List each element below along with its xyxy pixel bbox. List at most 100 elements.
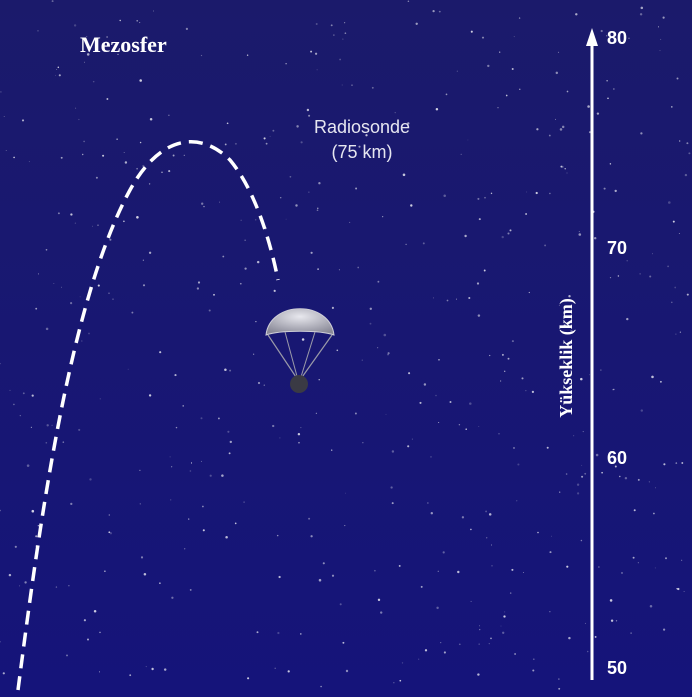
star	[186, 28, 188, 30]
star	[595, 636, 597, 638]
star	[190, 589, 192, 591]
star	[675, 334, 676, 335]
star	[20, 415, 21, 416]
star	[457, 571, 459, 573]
star	[577, 484, 579, 486]
star	[225, 536, 228, 539]
star	[56, 586, 57, 587]
star	[395, 112, 396, 113]
star	[687, 294, 689, 296]
star	[63, 441, 65, 443]
star	[568, 637, 570, 639]
star	[170, 456, 171, 457]
star	[201, 461, 202, 462]
star	[511, 569, 513, 571]
star	[340, 603, 342, 605]
star	[514, 36, 515, 37]
star	[408, 372, 410, 374]
star	[109, 514, 110, 515]
star	[618, 275, 619, 276]
star	[516, 500, 517, 501]
star	[357, 267, 359, 269]
star	[222, 256, 224, 258]
star	[35, 535, 37, 537]
star	[38, 273, 39, 274]
star	[482, 37, 484, 39]
star	[477, 198, 479, 200]
star	[80, 296, 81, 297]
star	[372, 87, 374, 89]
star	[615, 190, 617, 192]
star	[47, 424, 49, 426]
star	[560, 128, 563, 131]
star	[59, 74, 61, 76]
star	[431, 512, 433, 514]
star	[655, 567, 656, 568]
star	[13, 404, 15, 406]
star	[201, 203, 203, 205]
star	[567, 173, 568, 174]
star	[681, 560, 682, 561]
star	[567, 91, 569, 93]
star	[370, 323, 372, 325]
star	[174, 374, 176, 376]
star	[436, 108, 438, 110]
star	[13, 157, 15, 159]
star	[100, 398, 101, 399]
star	[124, 152, 125, 153]
star	[24, 581, 26, 583]
star	[104, 571, 105, 572]
star	[671, 302, 672, 303]
star	[399, 680, 401, 682]
star	[243, 501, 245, 503]
star	[471, 601, 472, 602]
star	[566, 473, 568, 475]
star	[584, 473, 586, 475]
star	[342, 39, 343, 40]
star	[386, 414, 387, 415]
star	[491, 193, 492, 194]
star	[218, 417, 220, 419]
star	[390, 486, 392, 488]
star	[247, 677, 249, 679]
star	[626, 318, 628, 320]
star	[98, 285, 100, 287]
star	[6, 150, 7, 151]
star	[333, 35, 334, 36]
star	[258, 382, 260, 384]
star	[634, 509, 636, 511]
star	[149, 394, 151, 396]
star	[38, 525, 39, 526]
star	[188, 518, 189, 519]
star	[70, 503, 72, 505]
star	[502, 236, 504, 238]
star	[490, 638, 492, 640]
star	[224, 368, 227, 371]
star	[659, 50, 660, 51]
star	[302, 338, 305, 341]
star	[331, 24, 333, 26]
star	[604, 188, 606, 190]
star	[345, 493, 346, 494]
star	[384, 334, 387, 337]
star	[311, 252, 313, 254]
star	[332, 575, 334, 577]
star	[342, 642, 344, 644]
tick-label: 50	[607, 658, 627, 678]
star	[504, 371, 505, 372]
star	[253, 354, 254, 355]
star	[393, 682, 394, 683]
star	[556, 72, 558, 74]
star	[507, 232, 509, 234]
star	[663, 17, 665, 19]
star	[519, 89, 520, 90]
star	[638, 562, 639, 563]
star	[288, 670, 290, 672]
star	[296, 125, 298, 127]
star	[649, 275, 651, 277]
star	[274, 668, 275, 669]
star	[611, 620, 613, 622]
star	[331, 449, 332, 450]
star	[264, 137, 266, 139]
star	[300, 427, 301, 428]
